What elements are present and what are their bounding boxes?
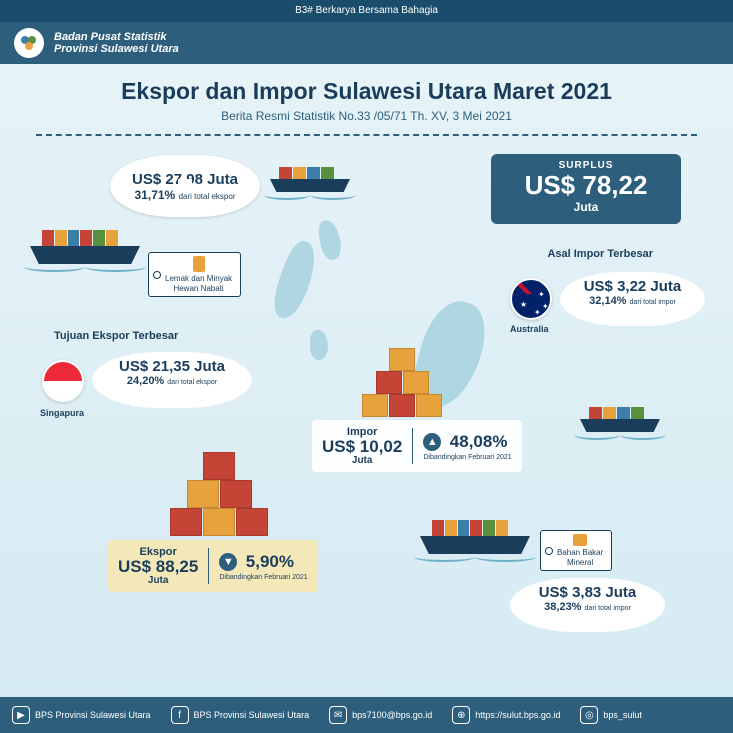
mineral-barrel-icon	[573, 534, 587, 546]
import-src-country: Australia	[510, 324, 549, 334]
surplus-unit: Juta	[497, 200, 675, 214]
export-dest-section-label: Tujuan Ekspor Terbesar	[54, 330, 178, 342]
export-commodity-value: US$ 27,98 Juta	[132, 171, 238, 188]
footer-email: ✉bps7100@bps.go.id	[329, 706, 432, 724]
map-island	[267, 237, 323, 322]
export-arrow-down-icon: ▼	[219, 553, 237, 571]
top-tagline: B3# Berkarya Bersama Bahagia	[0, 0, 733, 22]
footer-bar: ▶BPS Provinsi Sulawesi Utara fBPS Provin…	[0, 697, 733, 733]
instagram-icon: ◎	[580, 706, 598, 724]
import-commodity-value: US$ 3,83 Juta	[520, 584, 655, 601]
export-panel: Ekspor US$ 88,25 Juta ▼ 5,90% Dibandingk…	[108, 540, 318, 592]
export-commodity-label: Lemak dan Minyak Hewan Nabati	[165, 274, 232, 293]
ship-icon	[580, 400, 660, 432]
export-dest-pct: 24,20% dari total ekspor	[102, 375, 242, 387]
ship-icon	[420, 510, 530, 554]
export-unit: Juta	[118, 575, 198, 586]
export-commodity-pct: 31,71% dari total ekspor	[135, 188, 236, 202]
export-commodity-bubble: US$ 27,98 Juta 31,71% dari total ekspor	[110, 155, 260, 217]
import-src-section-label: Asal Impor Terbesar	[547, 248, 653, 260]
page-subtitle: Berita Resmi Statistik No.33 /05/71 Th. …	[0, 109, 733, 123]
bps-logo-icon	[14, 28, 44, 58]
export-commodity-tag: Lemak dan Minyak Hewan Nabati	[148, 252, 241, 297]
footer-youtube: ▶BPS Provinsi Sulawesi Utara	[12, 706, 151, 724]
import-compare: Dibandingkan Februari 2021	[423, 454, 511, 461]
import-pct: 48,08%	[450, 432, 508, 452]
import-boxes-icon	[362, 348, 442, 417]
surplus-box: SURPLUS US$ 78,22 Juta	[491, 154, 681, 224]
export-compare: Dibandingkan Februari 2021	[219, 574, 307, 581]
export-value: US$ 88,25	[118, 558, 198, 575]
agency-bar: Badan Pusat Statistik Provinsi Sulawesi …	[0, 22, 733, 64]
import-commodity-label: Bahan Bakar Mineral	[557, 548, 603, 567]
australia-flag-icon: ★ ✦ ✦ ✦	[510, 278, 552, 320]
ship-icon	[30, 220, 140, 264]
export-dest-value: US$ 21,35 Juta	[102, 358, 242, 375]
import-src-bubble: US$ 3,22 Juta 32,14% dari total impor	[560, 272, 705, 326]
footer-web: ⊕https://sulut.bps.go.id	[452, 706, 560, 724]
footer-facebook: fBPS Provinsi Sulawesi Utara	[171, 706, 310, 724]
agency-line2: Provinsi Sulawesi Utara	[54, 43, 179, 55]
surplus-value: US$ 78,22	[497, 171, 675, 200]
import-arrow-up-icon: ▲	[423, 433, 441, 451]
ship-icon	[270, 160, 350, 192]
agency-line1: Badan Pusat Statistik	[54, 31, 179, 43]
import-commodity-tag: Bahan Bakar Mineral	[540, 530, 612, 571]
infographic-page: B3# Berkarya Bersama Bahagia Badan Pusat…	[0, 0, 733, 733]
footer-instagram: ◎bps_sulut	[580, 706, 642, 724]
map-island	[310, 330, 328, 360]
import-src-pct: 32,14% dari total impor	[570, 295, 695, 307]
singapore-flag-icon	[42, 360, 84, 402]
globe-icon: ⊕	[452, 706, 470, 724]
divider-dash	[36, 134, 697, 136]
email-icon: ✉	[329, 706, 347, 724]
youtube-icon: ▶	[12, 706, 30, 724]
map-island	[317, 219, 344, 262]
page-title: Ekspor dan Impor Sulawesi Utara Maret 20…	[0, 78, 733, 105]
import-commodity-bubble: US$ 3,83 Juta 38,23% dari total impor	[510, 578, 665, 632]
export-dest-bubble: US$ 21,35 Juta 24,20% dari total ekspor	[92, 352, 252, 408]
facebook-icon: f	[171, 706, 189, 724]
oil-bottle-icon	[193, 256, 205, 272]
export-pct: 5,90%	[246, 552, 294, 572]
import-src-value: US$ 3,22 Juta	[570, 278, 695, 295]
export-boxes-icon	[170, 452, 268, 536]
import-value: US$ 10,02	[322, 438, 402, 455]
import-unit: Juta	[322, 455, 402, 466]
export-dest-country: Singapura	[40, 408, 84, 418]
import-commodity-pct: 38,23% dari total impor	[520, 601, 655, 613]
import-panel: Impor US$ 10,02 Juta ▲ 48,08% Dibandingk…	[312, 420, 522, 472]
title-block: Ekspor dan Impor Sulawesi Utara Maret 20…	[0, 78, 733, 123]
